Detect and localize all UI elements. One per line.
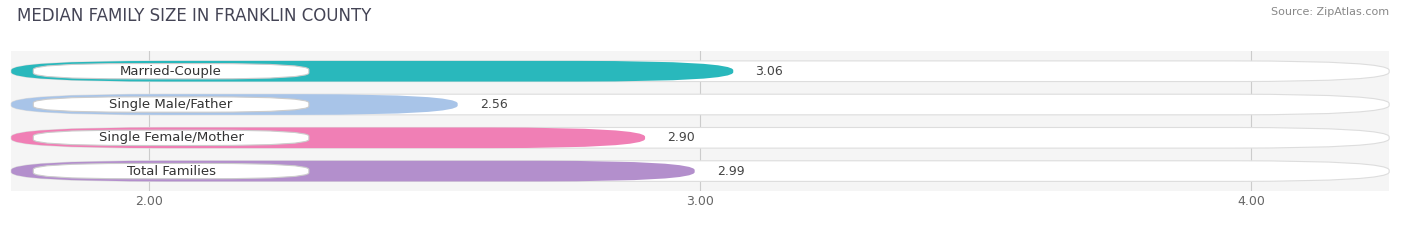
FancyBboxPatch shape bbox=[11, 94, 1389, 115]
Text: 3.06: 3.06 bbox=[755, 65, 783, 78]
Text: Single Male/Father: Single Male/Father bbox=[110, 98, 233, 111]
Text: 2.99: 2.99 bbox=[717, 164, 744, 178]
FancyBboxPatch shape bbox=[11, 127, 645, 148]
FancyBboxPatch shape bbox=[11, 61, 734, 82]
FancyBboxPatch shape bbox=[11, 61, 1389, 82]
Text: 2.56: 2.56 bbox=[479, 98, 508, 111]
Text: Single Female/Mother: Single Female/Mother bbox=[98, 131, 243, 144]
FancyBboxPatch shape bbox=[11, 94, 458, 115]
Text: 2.90: 2.90 bbox=[666, 131, 695, 144]
FancyBboxPatch shape bbox=[34, 97, 309, 112]
FancyBboxPatch shape bbox=[11, 161, 695, 182]
Text: Married-Couple: Married-Couple bbox=[120, 65, 222, 78]
FancyBboxPatch shape bbox=[11, 161, 1389, 182]
FancyBboxPatch shape bbox=[34, 64, 309, 79]
FancyBboxPatch shape bbox=[34, 163, 309, 179]
Text: MEDIAN FAMILY SIZE IN FRANKLIN COUNTY: MEDIAN FAMILY SIZE IN FRANKLIN COUNTY bbox=[17, 7, 371, 25]
FancyBboxPatch shape bbox=[34, 130, 309, 145]
FancyBboxPatch shape bbox=[11, 127, 1389, 148]
Text: Total Families: Total Families bbox=[127, 164, 215, 178]
Text: Source: ZipAtlas.com: Source: ZipAtlas.com bbox=[1271, 7, 1389, 17]
